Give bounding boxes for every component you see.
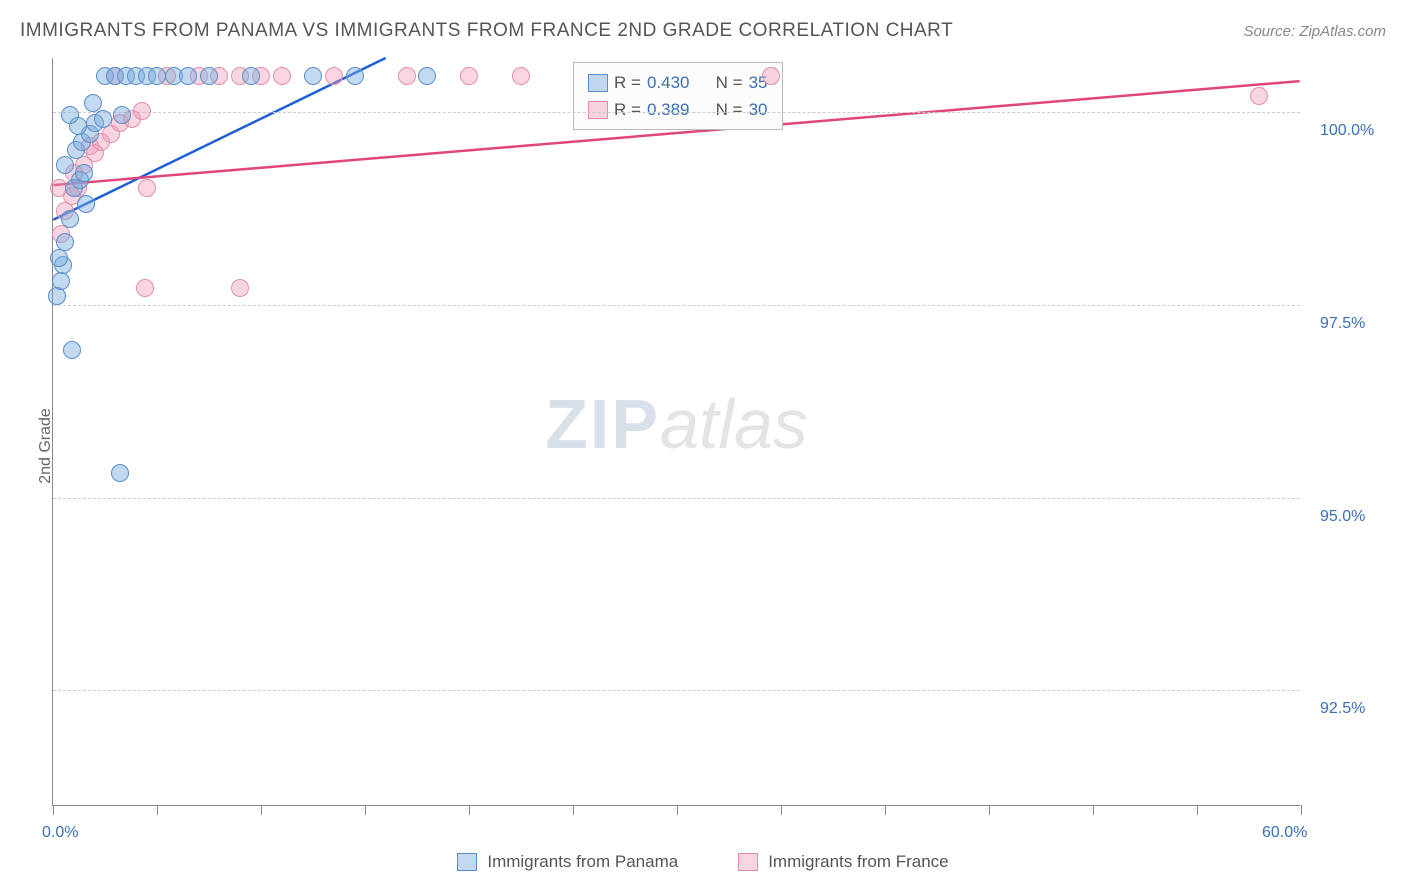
x-tick <box>157 805 158 815</box>
series1-point <box>418 67 436 85</box>
series1-point <box>179 67 197 85</box>
x-tick <box>53 805 54 815</box>
gridline-h <box>53 112 1300 113</box>
bottom-legend: Immigrants from Panama Immigrants from Fr… <box>0 852 1406 872</box>
series1-point <box>48 287 66 305</box>
x-tick <box>1093 805 1094 815</box>
series2-point <box>273 67 291 85</box>
series1-point <box>52 272 70 290</box>
x-tick <box>885 805 886 815</box>
series1-point <box>111 464 129 482</box>
r-label: R = <box>614 69 641 96</box>
series1-point <box>148 67 166 85</box>
x-tick <box>677 805 678 815</box>
series1-point <box>75 164 93 182</box>
source-credit: Source: ZipAtlas.com <box>1243 23 1386 40</box>
panama-swatch-icon <box>457 853 477 871</box>
series2-point <box>512 67 530 85</box>
plot-area: ZIPatlas R = 0.430 N = 35 R = 0.389 N = … <box>52 58 1300 806</box>
series1-point <box>113 106 131 124</box>
stats-legend-box: R = 0.430 N = 35 R = 0.389 N = 30 <box>573 62 783 130</box>
r-value: 0.430 <box>647 69 690 96</box>
series1-point <box>63 341 81 359</box>
series1-point <box>304 67 322 85</box>
series1-point <box>61 106 79 124</box>
bottom-legend-label: Immigrants from Panama <box>487 852 678 872</box>
gridline-h <box>53 498 1300 499</box>
series1-point <box>84 94 102 112</box>
gridline-h <box>53 305 1300 306</box>
stats-legend-row: R = 0.430 N = 35 <box>588 69 768 96</box>
n-value: 30 <box>749 96 768 123</box>
series1-point <box>56 156 74 174</box>
x-tick <box>989 805 990 815</box>
watermark-atlas: atlas <box>660 385 808 463</box>
x-tick <box>365 805 366 815</box>
y-tick-label: 95.0% <box>1320 508 1365 526</box>
x-tick <box>1301 805 1302 815</box>
series2-point <box>398 67 416 85</box>
series2-point <box>325 67 343 85</box>
bottom-legend-item: Immigrants from France <box>738 852 948 872</box>
series1-point <box>61 210 79 228</box>
y-tick-label: 100.0% <box>1320 122 1374 140</box>
n-label: N = <box>716 96 743 123</box>
watermark: ZIPatlas <box>545 384 808 464</box>
x-tick <box>1197 805 1198 815</box>
y-tick-label: 97.5% <box>1320 315 1365 333</box>
series2-point <box>1250 87 1268 105</box>
x-tick <box>469 805 470 815</box>
n-label: N = <box>716 69 743 96</box>
series1-point <box>200 67 218 85</box>
series1-point <box>56 233 74 251</box>
watermark-zip: ZIP <box>545 385 660 463</box>
y-tick-label: 92.5% <box>1320 700 1365 718</box>
x-tick <box>781 805 782 815</box>
series2-point <box>138 179 156 197</box>
bottom-legend-label: Immigrants from France <box>768 852 948 872</box>
france-swatch-icon <box>738 853 758 871</box>
series2-point <box>762 67 780 85</box>
series2-point <box>133 102 151 120</box>
r-label: R = <box>614 96 641 123</box>
gridline-h <box>53 690 1300 691</box>
series1-point <box>77 195 95 213</box>
series1-point <box>50 249 68 267</box>
title-bar: IMMIGRANTS FROM PANAMA VS IMMIGRANTS FRO… <box>20 20 1386 42</box>
x-tick <box>261 805 262 815</box>
series2-point <box>231 279 249 297</box>
r-value: 0.389 <box>647 96 690 123</box>
stats-legend-row: R = 0.389 N = 30 <box>588 96 768 123</box>
x-tick-label: 60.0% <box>1262 824 1307 842</box>
x-tick-label: 0.0% <box>42 824 78 842</box>
bottom-legend-item: Immigrants from Panama <box>457 852 678 872</box>
france-swatch-icon <box>588 101 608 119</box>
series1-point <box>94 110 112 128</box>
series2-point <box>136 279 154 297</box>
x-tick <box>573 805 574 815</box>
chart-title: IMMIGRANTS FROM PANAMA VS IMMIGRANTS FRO… <box>20 20 953 42</box>
series1-point <box>346 67 364 85</box>
trendlines-svg <box>53 58 1300 805</box>
panama-swatch-icon <box>588 74 608 92</box>
series2-point <box>460 67 478 85</box>
series1-point <box>242 67 260 85</box>
